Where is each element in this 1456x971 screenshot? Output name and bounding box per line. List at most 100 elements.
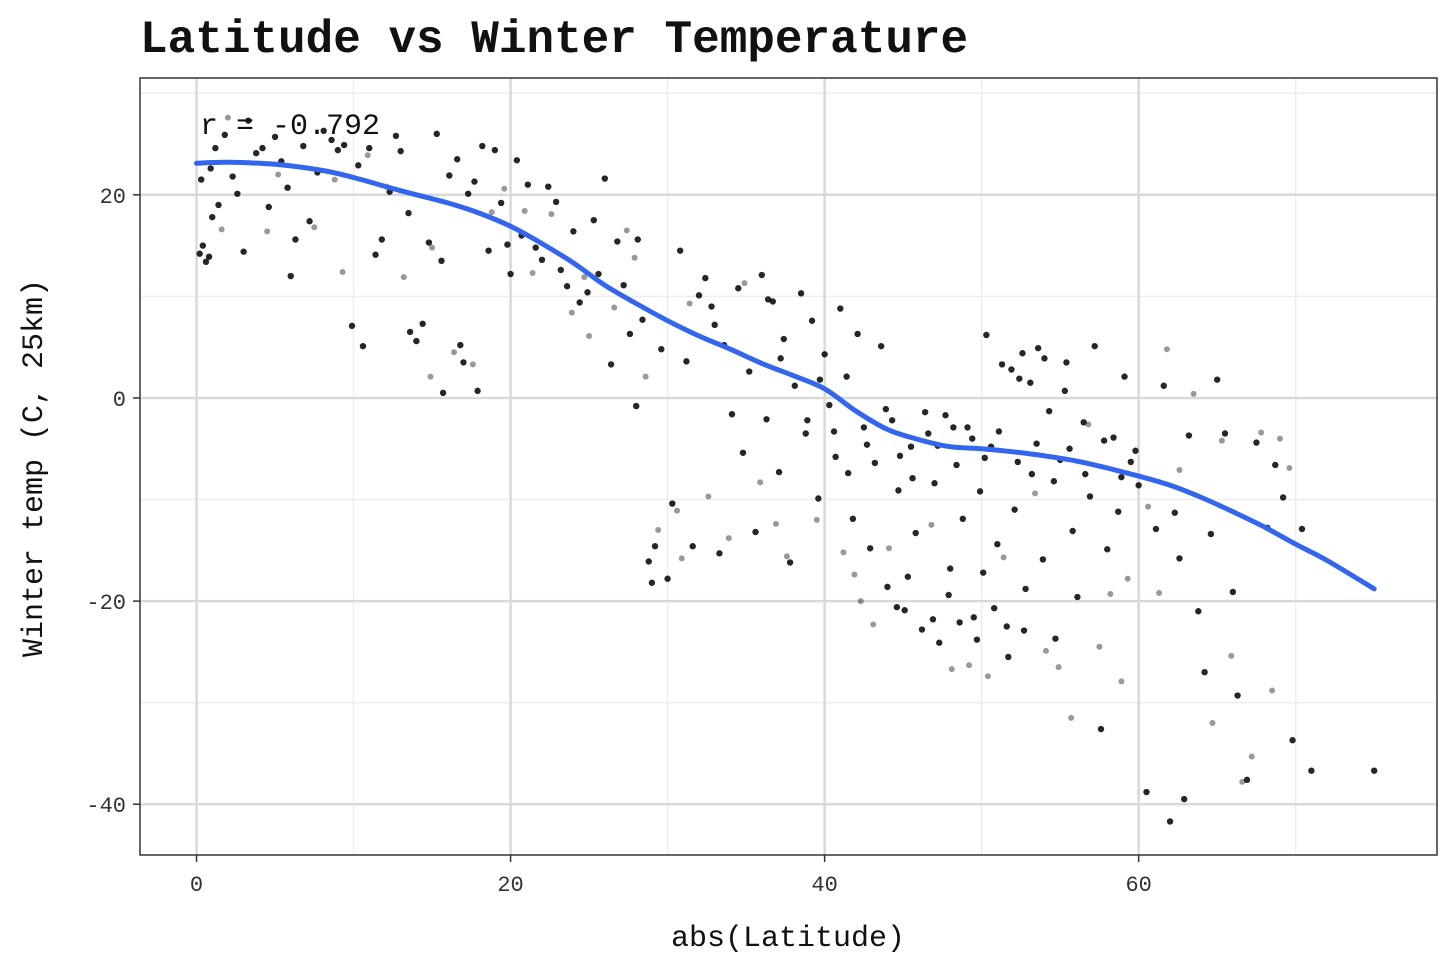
scatter-point: [406, 328, 414, 336]
scatter-point: [1104, 546, 1111, 553]
scatter-point: [1097, 725, 1105, 733]
scatter-point: [1096, 643, 1103, 650]
scatter-point: [1229, 588, 1237, 596]
scatter-point: [632, 402, 640, 410]
scatter-point: [1213, 376, 1221, 383]
scatter-point: [728, 410, 736, 418]
scatter-point: [870, 621, 877, 628]
correlation-annotation: r = -0.792: [200, 110, 380, 144]
scatter-point: [1258, 429, 1265, 436]
scatter-point: [1279, 494, 1287, 501]
scatter-point: [837, 305, 844, 312]
scatter-point: [1086, 493, 1094, 500]
scatter-point: [918, 626, 926, 633]
scatter-point: [1032, 490, 1039, 497]
scatter-point: [1248, 753, 1255, 760]
scatter-point: [1253, 439, 1260, 446]
scatter-point: [1008, 366, 1015, 373]
scatter-point: [224, 114, 231, 121]
scatter-point: [651, 543, 659, 550]
scatter-point: [460, 359, 467, 366]
scatter-point: [1055, 664, 1062, 671]
scatter-point: [936, 639, 943, 646]
scatter-point: [1080, 419, 1087, 426]
scatter-point: [209, 213, 216, 221]
scatter-point: [355, 162, 362, 169]
scatter-point: [980, 569, 987, 576]
scatter-point: [1269, 687, 1276, 694]
scatter-point: [843, 373, 850, 380]
scatter-point: [1218, 437, 1225, 444]
scatter-point: [808, 317, 816, 324]
scatter-point: [419, 320, 426, 327]
scatter-point: [501, 185, 508, 192]
scatter-point: [739, 449, 747, 456]
scatter-point: [884, 583, 891, 591]
scatter-point: [1028, 470, 1036, 478]
scatter-point: [689, 543, 696, 550]
scatter-point: [538, 256, 546, 264]
scatter-point: [229, 173, 236, 180]
scatter-point: [764, 296, 772, 303]
scatter-point: [427, 373, 434, 380]
scatter-point: [1166, 818, 1174, 825]
scatter-point: [300, 142, 307, 150]
scatter-point: [1066, 445, 1073, 452]
scatter-point: [259, 144, 266, 152]
scatter-point: [221, 131, 228, 139]
scatter-point: [1289, 737, 1296, 744]
scatter-point: [548, 211, 555, 218]
scatter-point: [504, 241, 511, 248]
y-tick-label: 20: [100, 185, 126, 210]
scatter-point: [871, 459, 879, 467]
scatter-point: [780, 335, 787, 343]
scatter-point: [888, 417, 896, 424]
scatter-point: [205, 253, 213, 260]
grid-major: [140, 78, 1437, 855]
scatter-point: [907, 443, 915, 450]
scatter-point: [1022, 585, 1029, 593]
scatter-point: [1135, 482, 1142, 489]
scatter-point: [1005, 653, 1012, 661]
scatter-point: [950, 424, 957, 431]
scatter-point: [306, 218, 313, 225]
scatter-point: [453, 156, 461, 163]
scatter-point: [284, 184, 291, 191]
scatter-point: [695, 292, 703, 299]
scatter-point: [620, 282, 627, 289]
plot-panel: r = -0.792: [139, 77, 1438, 856]
scatter-point: [1011, 506, 1018, 513]
scatter-point: [340, 141, 348, 149]
scatter-point: [485, 247, 492, 254]
scatter-point: [708, 303, 715, 310]
scatter-point: [339, 268, 346, 275]
scatter-point: [851, 571, 858, 578]
trend-line: [194, 159, 1377, 592]
scatter-point: [1118, 473, 1125, 481]
scatter-point: [925, 430, 932, 437]
scatter-point: [215, 201, 222, 209]
scatter-point: [901, 607, 908, 614]
scatter-point: [397, 147, 404, 155]
scatter-point: [198, 176, 205, 183]
scatter-point: [438, 257, 445, 265]
scatter-point: [400, 274, 407, 281]
scatter-point: [1190, 390, 1197, 397]
scatter-point: [1014, 458, 1021, 466]
scatter-point: [202, 258, 210, 266]
scatter-point: [1171, 509, 1178, 516]
scatter-point: [584, 289, 591, 296]
scatter-point: [757, 479, 764, 486]
scatter-point: [860, 424, 868, 431]
scatter-point: [1069, 527, 1076, 535]
scatter-point: [1082, 470, 1089, 478]
scatter-point: [413, 337, 420, 345]
scatter-point: [772, 520, 779, 527]
scatter-point: [645, 558, 652, 565]
scatter-point: [634, 236, 641, 243]
scatter-point: [364, 152, 371, 159]
scatter-point: [832, 453, 839, 461]
scatter-point: [948, 666, 955, 673]
scatter-point: [983, 331, 990, 339]
scatter-point: [882, 405, 890, 413]
